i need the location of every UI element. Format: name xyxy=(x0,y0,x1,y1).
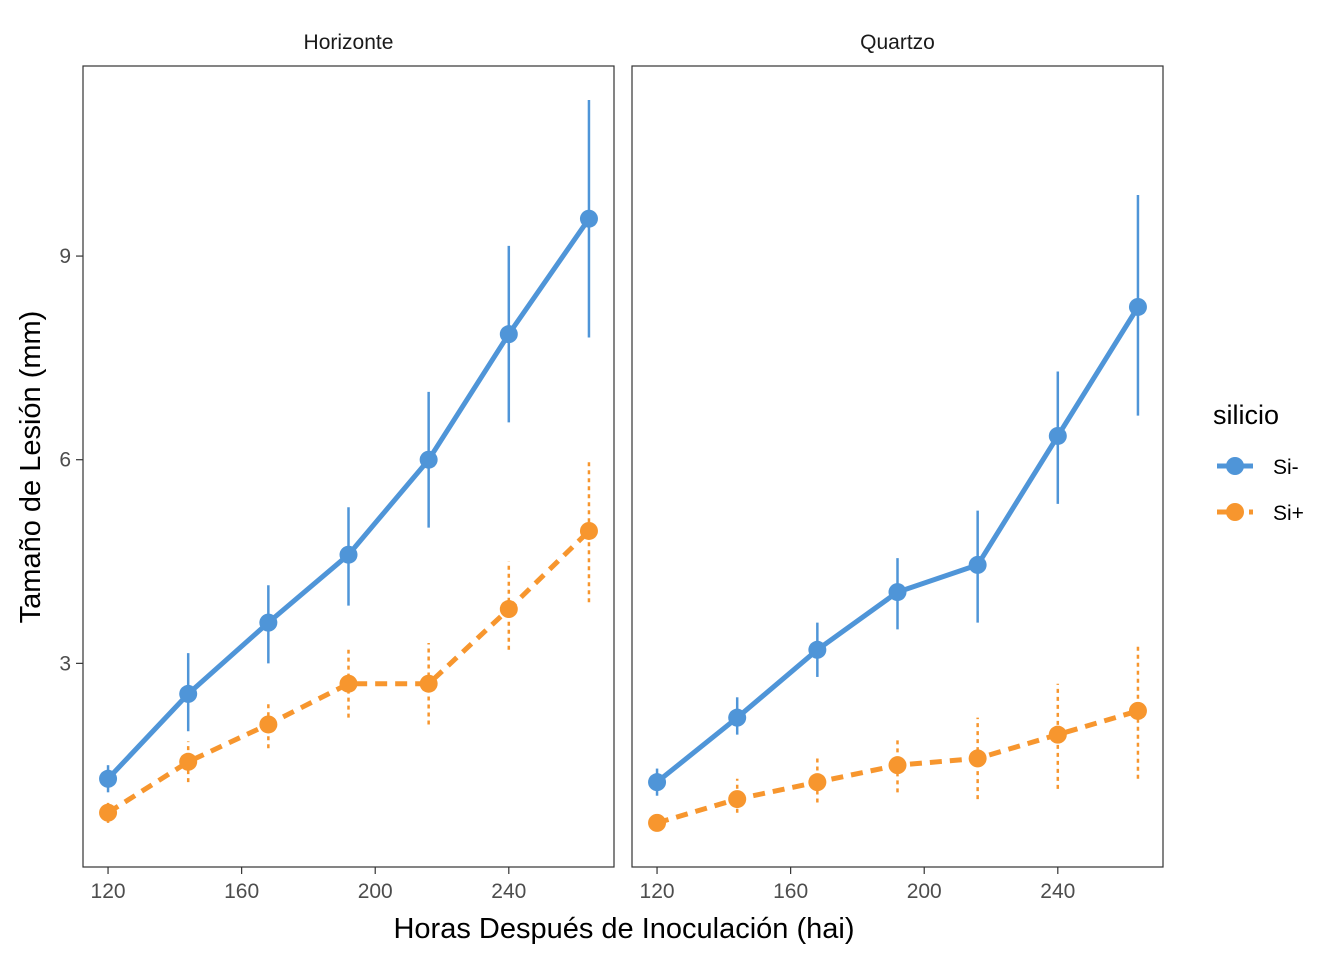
data-point xyxy=(1048,725,1067,744)
data-point xyxy=(1128,701,1147,720)
series-si-minus xyxy=(99,99,598,793)
series-si-plus xyxy=(648,642,1147,832)
series-si-minus xyxy=(648,194,1147,796)
facet-title: Horizonte xyxy=(304,31,394,54)
x-tick-label: 120 xyxy=(640,880,675,903)
x-tick-label: 120 xyxy=(91,880,126,903)
data-point xyxy=(419,674,438,693)
data-point xyxy=(99,769,118,788)
data-point xyxy=(99,803,118,822)
data-point xyxy=(259,613,278,632)
legend-key-point xyxy=(1226,503,1244,521)
data-point xyxy=(968,749,987,768)
data-point xyxy=(728,708,747,727)
data-point xyxy=(968,555,987,574)
x-tick-label: 160 xyxy=(224,880,259,903)
data-point xyxy=(419,450,438,469)
data-point xyxy=(179,684,198,703)
x-tick-label: 160 xyxy=(773,880,808,903)
data-point xyxy=(579,209,598,228)
data-point xyxy=(1128,297,1147,316)
data-point xyxy=(1048,426,1067,445)
data-point xyxy=(579,521,598,540)
data-point xyxy=(648,773,667,792)
legend: silicio Si- Si+ xyxy=(1213,400,1304,525)
panel-border xyxy=(631,65,1164,868)
data-point xyxy=(499,325,518,344)
data-point xyxy=(499,600,518,619)
legend-key-point xyxy=(1226,457,1244,475)
data-point xyxy=(728,790,747,809)
facets: Horizonte 120 160 200 240 3 6 9 Quartzo 120 160 200… xyxy=(59,31,1164,903)
data-point xyxy=(808,640,827,659)
x-axis-label: Horas Después de Inoculación (hai) xyxy=(393,913,854,945)
x-tick-label: 240 xyxy=(491,880,526,903)
legend-label: Si- xyxy=(1273,456,1299,479)
data-point xyxy=(808,773,827,792)
series-line xyxy=(655,305,1141,785)
y-tick-label: 6 xyxy=(59,449,71,472)
y-tick-label: 9 xyxy=(59,245,71,268)
series-si-plus xyxy=(99,459,598,823)
facet-panel: Quartzo 120 160 200 240 xyxy=(631,31,1164,903)
data-point xyxy=(339,545,358,564)
y-axis-label: Tamaño de Lesión (mm) xyxy=(15,311,47,624)
y-tick-label: 3 xyxy=(59,652,71,675)
facet-panel: Horizonte 120 160 200 240 3 6 9 xyxy=(59,31,615,903)
facet-title: Quartzo xyxy=(860,31,935,54)
data-point xyxy=(648,813,667,832)
data-point xyxy=(179,752,198,771)
data-point xyxy=(888,756,907,775)
x-tick-label: 200 xyxy=(358,880,393,903)
legend-title: silicio xyxy=(1213,400,1279,430)
data-point xyxy=(259,715,278,734)
x-tick-label: 240 xyxy=(1040,880,1075,903)
x-tick-label: 200 xyxy=(907,880,942,903)
panel-border xyxy=(82,65,615,868)
data-point xyxy=(339,674,358,693)
legend-label: Si+ xyxy=(1273,502,1304,525)
data-point xyxy=(888,583,907,602)
